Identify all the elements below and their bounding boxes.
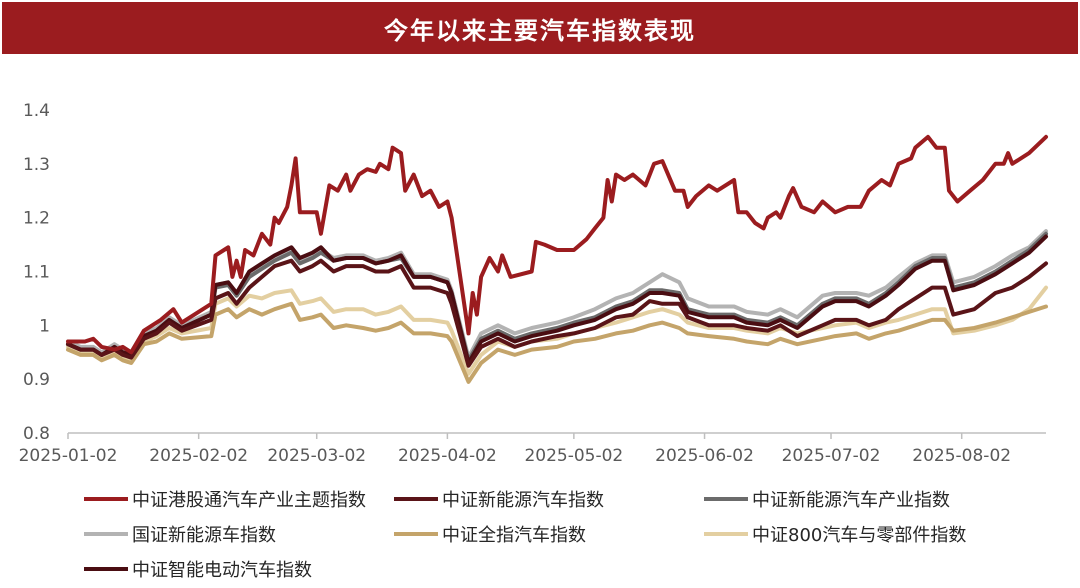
y-axis: 0.8 0.9 1 1.1 1.2 1.3 1.4 bbox=[23, 101, 50, 444]
x-tick-label: 2025-02-02 bbox=[149, 446, 248, 466]
legend-label: 中证智能电动汽车指数 bbox=[132, 560, 312, 581]
legend-label: 中证港股通汽车产业主题指数 bbox=[132, 490, 366, 511]
x-tick-label: 2025-01-02 bbox=[19, 446, 118, 466]
y-tick-label: 1.2 bbox=[23, 209, 50, 229]
x-tick-label: 2025-08-02 bbox=[912, 446, 1011, 466]
x-tick-label: 2025-07-02 bbox=[782, 446, 881, 466]
legend-label: 中证800汽车与零部件指数 bbox=[752, 525, 966, 546]
y-tick-label: 1 bbox=[39, 316, 50, 336]
series-line bbox=[66, 134, 1048, 355]
x-tick-label: 2025-05-02 bbox=[524, 446, 623, 466]
x-tick-label: 2025-06-02 bbox=[655, 446, 754, 466]
legend-label: 中证新能源汽车指数 bbox=[442, 490, 604, 511]
legend-label: 中证全指汽车指数 bbox=[442, 525, 586, 546]
legend-label: 中证新能源汽车产业指数 bbox=[752, 490, 950, 511]
series-line bbox=[66, 301, 1048, 384]
y-tick-label: 0.8 bbox=[23, 424, 50, 444]
y-tick-label: 1.1 bbox=[23, 263, 50, 283]
y-tick-label: 0.9 bbox=[23, 370, 50, 390]
x-axis: 2025-01-02 2025-02-02 2025-03-02 2025-04-02… bbox=[19, 432, 1046, 466]
x-tick-label: 2025-04-02 bbox=[398, 446, 497, 466]
series-line bbox=[66, 258, 1048, 368]
legend-label: 国证新能源车指数 bbox=[132, 525, 276, 546]
y-tick-label: 1.3 bbox=[23, 155, 50, 175]
chart-title: 今年以来主要汽车指数表现 bbox=[384, 16, 696, 45]
title-bar: 今年以来主要汽车指数表现 bbox=[2, 2, 1078, 54]
series-lines bbox=[66, 134, 1048, 384]
x-tick-label: 2025-03-02 bbox=[267, 446, 366, 466]
legend: 中证港股通汽车产业主题指数 中证新能源汽车指数 中证新能源汽车产业指数国证新能源车指… bbox=[84, 490, 966, 581]
y-tick-label: 1.4 bbox=[23, 101, 50, 121]
